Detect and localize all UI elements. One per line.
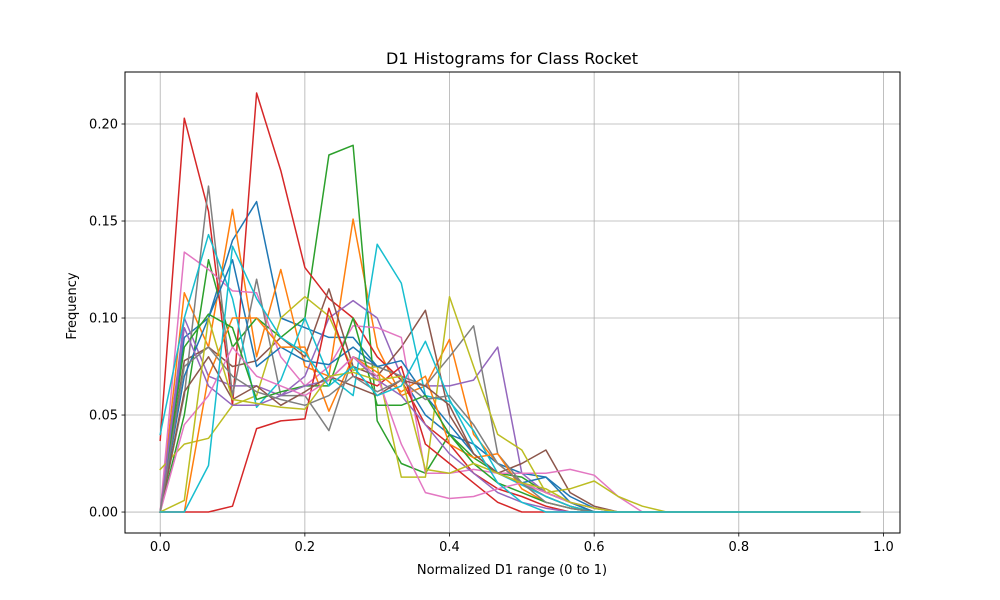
y-tick-label: 0.10 [89,312,118,327]
x-tick-label: 0.8 [728,540,749,555]
x-tick-label: 0.2 [295,540,316,555]
plot-frame [124,71,901,534]
y-tick-label: 0.05 [89,409,118,424]
x-tick-label: 1.0 [873,540,894,555]
y-tick-label: 0.15 [89,215,118,230]
y-axis-label: Frequency [65,272,80,339]
x-tick-label: 0.4 [439,540,460,555]
y-tick-label: 0.00 [89,506,118,521]
x-tick-label: 0.6 [584,540,605,555]
x-axis-label: Normalized D1 range (0 to 1) [417,563,607,578]
y-tick-label: 0.20 [89,117,118,132]
chart-title: D1 Histograms for Class Rocket [386,49,638,68]
x-tick-label: 0.0 [150,540,171,555]
ticks: 0.0 0.2 0.4 0.6 0.8 1.0 0.00 0.05 0.10 0.15 0.20 [89,117,894,555]
series-line-20 [159,245,861,513]
series-lines [159,92,861,514]
